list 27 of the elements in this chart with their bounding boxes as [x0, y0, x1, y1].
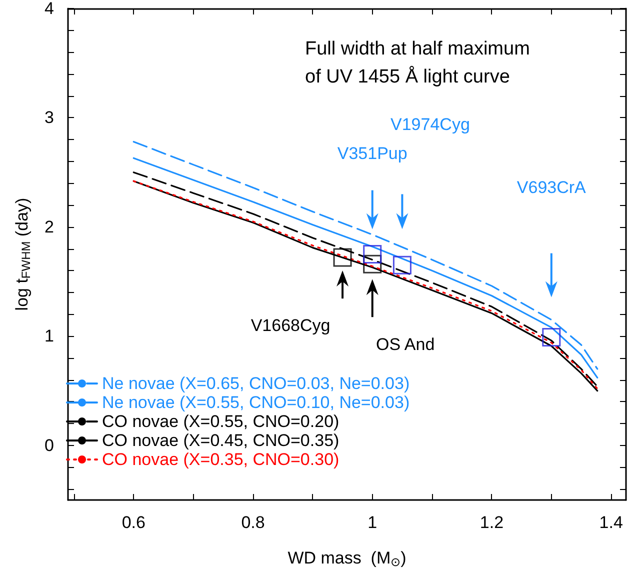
y-tick-label: 1	[44, 326, 54, 346]
annotation: V351Pup	[337, 144, 408, 164]
x-tick-label: 1.4	[599, 513, 623, 532]
legend-label: Ne novae (X=0.55, CNO=0.10, Ne=0.03)	[102, 393, 410, 412]
point	[392, 256, 412, 274]
x-tick-label: 0.8	[241, 513, 265, 532]
annotation: V1974Cyg	[390, 115, 470, 136]
point	[542, 328, 561, 347]
point	[333, 248, 352, 267]
legend-label: CO novae (X=0.35, CNO=0.30)	[102, 450, 340, 469]
legend-label: CO novae (X=0.45, CNO=0.35)	[102, 431, 340, 450]
y-axis-title: log tFWHM (day)	[12, 198, 33, 311]
annotation: V693CrA	[516, 178, 586, 198]
legend-label: Ne novae (X=0.65, CNO=0.03, Ne=0.03)	[102, 374, 410, 393]
point	[363, 245, 382, 264]
y-tick-label: 4	[44, 0, 54, 18]
legend-label: CO novae (X=0.55, CNO=0.20)	[102, 412, 340, 431]
x-axis-title: WD mass (M⊙)	[288, 548, 406, 569]
y-tick-label: 2	[44, 217, 54, 236]
x-tick-label: 0.6	[122, 513, 146, 532]
y-tick-label: 0	[44, 436, 54, 455]
x-tick-label: 1.2	[480, 513, 504, 532]
y-tick-label: 3	[44, 108, 54, 128]
x-tick-label: 1	[368, 513, 378, 532]
text: Full width at half maximum of UV 1455 Å light curve	[305, 38, 530, 88]
annotation: V1668Cyg	[250, 316, 330, 336]
annotation: OS And	[376, 335, 435, 356]
